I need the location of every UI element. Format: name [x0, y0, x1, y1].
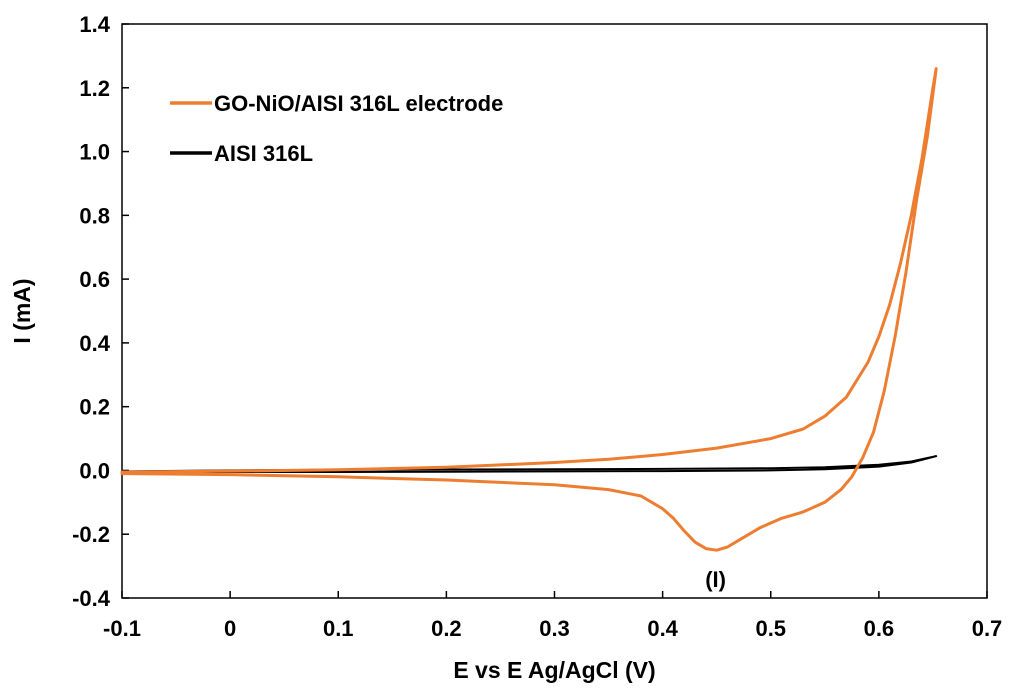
- y-tick-label: 0.6: [79, 267, 110, 292]
- y-tick-label: 0.4: [79, 331, 110, 356]
- y-axis-label: I (mA): [9, 278, 35, 343]
- y-tick-label: 1.0: [79, 140, 110, 165]
- legend-entry-label: GO-NiO/AISI 316L electrode: [214, 91, 503, 116]
- y-tick-label: 0.2: [79, 395, 110, 420]
- x-tick-label: 0: [224, 616, 236, 641]
- x-tick-label: 0.5: [755, 616, 786, 641]
- y-tick-label: 0.0: [79, 458, 110, 483]
- y-axis-ticks: -0.4 -0.2 0.0 0.2 0.4 0.6 0.8 1.0 1.2 1.4: [72, 12, 129, 611]
- series-line-go-nio-aisi-316l-electrode: [120, 67, 938, 552]
- legend-entry-label: AISI 316L: [214, 141, 313, 166]
- x-axis-label: E vs E Ag/AgCl (V): [453, 657, 655, 683]
- x-tick-label: -0.1: [103, 616, 141, 641]
- series-layer: [120, 67, 938, 552]
- x-tick-label: 0.4: [647, 616, 678, 641]
- x-tick-label: 0.2: [431, 616, 462, 641]
- y-tick-label: 1.4: [79, 12, 110, 37]
- x-axis-ticks: -0.1 0 0.1 0.2 0.3 0.4 0.5 0.6 0.7: [103, 591, 1002, 641]
- x-tick-label: 0.6: [864, 616, 895, 641]
- y-tick-label: 1.2: [79, 76, 110, 101]
- legend: GO-NiO/AISI 316L electrode AISI 316L: [170, 91, 503, 166]
- x-tick-label: 0.3: [539, 616, 570, 641]
- peak-annotation: (I): [705, 567, 726, 592]
- series-line-aisi-316l: [121, 455, 938, 474]
- x-tick-label: 0.7: [972, 616, 1003, 641]
- y-tick-label: -0.4: [72, 586, 111, 611]
- y-tick-label: -0.2: [72, 522, 110, 547]
- y-tick-label: 0.8: [79, 203, 110, 228]
- x-tick-label: 0.1: [323, 616, 354, 641]
